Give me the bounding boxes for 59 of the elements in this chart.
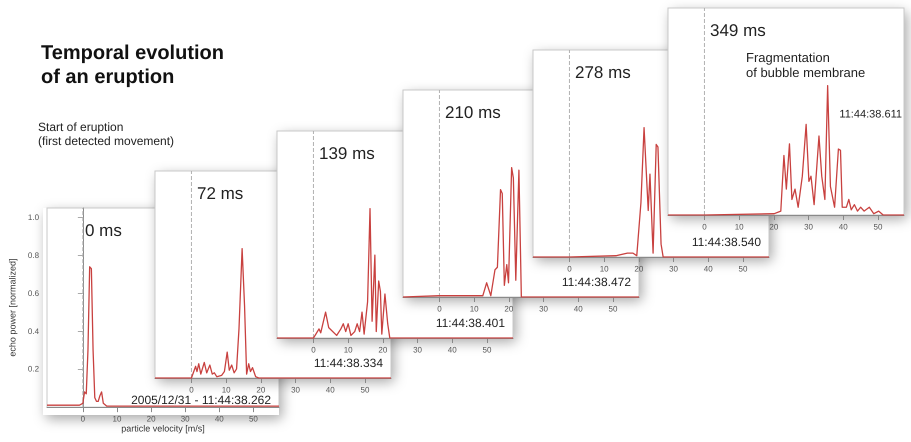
- annotation: 11:44:38.401: [436, 316, 506, 330]
- x-tick-label: 30: [291, 386, 301, 394]
- x-tick-label: 10: [734, 222, 744, 232]
- annotation: 11:44:38.540: [692, 235, 762, 249]
- chart-subtitle: 278 ms: [575, 63, 631, 82]
- chart-subtitle: 210 ms: [445, 103, 501, 122]
- x-tick-label: 30: [669, 264, 679, 274]
- x-tick-label: 30: [180, 414, 190, 424]
- annotation: 11:44:38.334: [314, 356, 384, 370]
- x-tick-label: 0: [437, 304, 442, 314]
- annotation: 11:44:38.611: [839, 108, 902, 120]
- line-series: [46, 266, 280, 407]
- x-tick-label: 20: [504, 304, 514, 314]
- y-tick-label: 0.6: [28, 288, 40, 298]
- text: Start of eruption (first detected movement): [38, 120, 174, 148]
- x-tick-label: 40: [326, 386, 336, 394]
- y-tick-label: 0.4: [28, 326, 40, 336]
- y-tick-label: 1.0: [28, 212, 40, 222]
- x-tick-label: 40: [448, 346, 458, 354]
- x-tick-label: 30: [804, 222, 814, 232]
- x-tick-label: 40: [704, 264, 714, 274]
- x-tick-label: 30: [413, 346, 423, 354]
- x-tick-label: 20: [634, 264, 644, 274]
- x-tick-label: 10: [470, 304, 480, 314]
- x-tick-label: 10: [112, 414, 122, 424]
- annotation: 11:44:38.472: [562, 275, 632, 289]
- y-tick-label: 0.2: [28, 364, 40, 374]
- text: Fragmentation of bubble membrane: [746, 50, 866, 80]
- chart-subtitle: 72 ms: [197, 184, 244, 203]
- x-tick-label: 20: [146, 414, 156, 424]
- x-tick-label: 10: [344, 346, 354, 354]
- chart-title: Temporal evolution of an eruption: [41, 42, 224, 88]
- x-tick-label: 50: [874, 222, 883, 232]
- x-tick-label: 0: [567, 264, 572, 274]
- text: 0 ms: [85, 221, 122, 240]
- chart-subtitle: 139 ms: [319, 144, 375, 163]
- x-tick-label: 0: [702, 222, 708, 232]
- x-tick-label: 50: [360, 386, 370, 394]
- x-tick-label: 0: [189, 386, 194, 394]
- x-tick-label: 50: [482, 346, 492, 354]
- x-tick-label: 20: [378, 346, 388, 354]
- x-tick-label: 50: [738, 264, 748, 274]
- x-tick-label: 40: [214, 414, 224, 424]
- x-tick-label: 30: [539, 304, 549, 314]
- x-tick-label: 20: [256, 386, 266, 394]
- y-tick-label: 0.8: [28, 250, 40, 260]
- annotation: 2005/12/31 - 11:44:38.262: [131, 393, 272, 407]
- x-axis-title: particle velocity [m/s]: [121, 424, 205, 434]
- x-tick-label: 20: [769, 222, 779, 232]
- chart-subtitle: 349 ms: [710, 21, 766, 40]
- y-axis-title: echo power [normalized]: [8, 258, 18, 357]
- x-tick-label: 10: [222, 386, 232, 394]
- x-tick-label: 40: [574, 304, 584, 314]
- x-tick-label: 0: [311, 346, 316, 354]
- x-tick-label: 10: [600, 264, 610, 274]
- x-tick-label: 50: [248, 414, 258, 424]
- x-tick-label: 0: [80, 414, 86, 424]
- x-tick-label: 50: [608, 304, 618, 314]
- x-tick-label: 40: [838, 222, 848, 232]
